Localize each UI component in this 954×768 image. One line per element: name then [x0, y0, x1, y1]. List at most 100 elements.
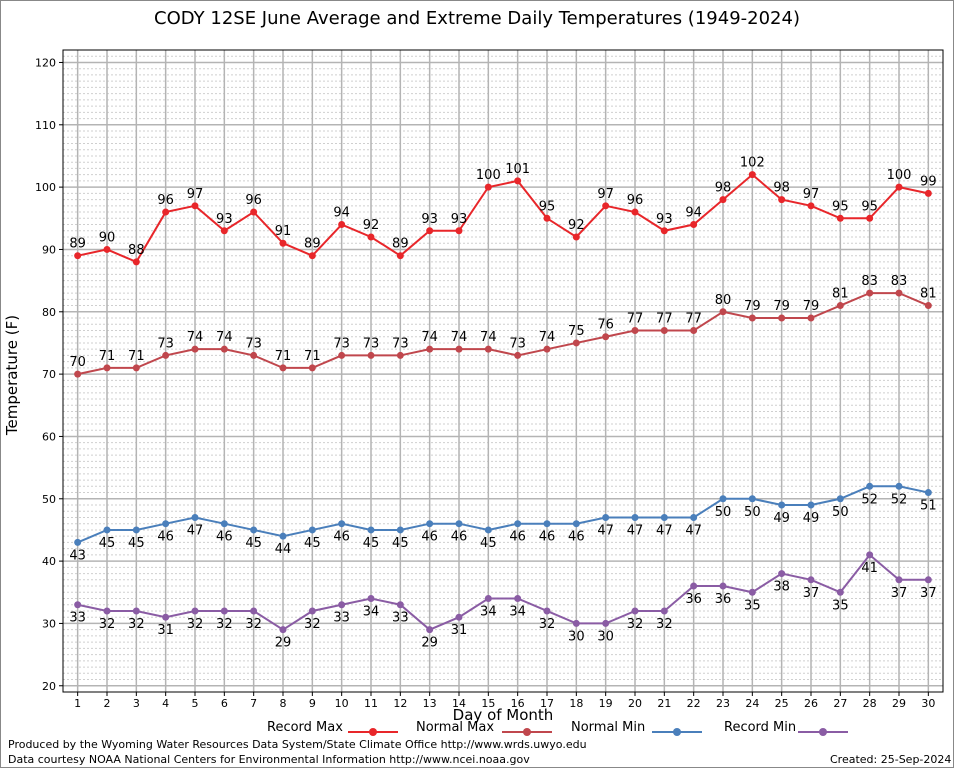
data-label: 32 — [245, 617, 262, 632]
data-point — [631, 326, 639, 334]
data-point — [396, 252, 404, 260]
data-point — [924, 489, 932, 497]
data-label: 49 — [803, 511, 820, 526]
data-point — [103, 245, 111, 253]
data-label: 99 — [920, 174, 937, 189]
data-point — [367, 595, 375, 603]
footer-created-date: Created: 25-Sep-2024 — [830, 753, 952, 766]
series-line — [77, 292, 929, 376]
data-point — [484, 183, 492, 191]
x-tick-label: 23 — [716, 697, 730, 710]
data-label: 92 — [363, 218, 380, 233]
data-label: 97 — [597, 187, 614, 202]
data-label: 91 — [275, 224, 292, 239]
data-point — [396, 601, 404, 609]
data-label: 74 — [451, 330, 468, 345]
data-label: 89 — [392, 237, 409, 252]
x-tick-label: 6 — [221, 697, 228, 710]
data-point — [338, 601, 346, 609]
data-point — [250, 607, 258, 615]
data-point — [396, 526, 404, 534]
x-tick-label: 7 — [250, 697, 257, 710]
x-tick-label: 16 — [511, 697, 525, 710]
data-point — [103, 607, 111, 615]
data-point — [690, 326, 698, 334]
data-label: 47 — [656, 523, 673, 538]
data-point — [191, 345, 199, 353]
data-label: 33 — [392, 611, 409, 626]
data-label: 29 — [421, 636, 438, 651]
legend-label-record-min: Record Min — [724, 720, 797, 735]
data-label: 98 — [715, 181, 732, 196]
data-point — [660, 326, 668, 334]
data-label: 73 — [392, 336, 409, 351]
data-point — [191, 513, 199, 521]
x-tick-label: 22 — [687, 697, 701, 710]
data-label: 37 — [803, 586, 820, 601]
data-label: 100 — [887, 168, 912, 183]
data-label: 45 — [363, 536, 380, 551]
x-tick-label: 26 — [804, 697, 818, 710]
data-point — [132, 607, 140, 615]
data-label: 74 — [187, 330, 204, 345]
data-point — [74, 538, 82, 546]
data-label: 32 — [656, 617, 673, 632]
data-label: 34 — [509, 605, 526, 620]
data-label: 79 — [803, 299, 820, 314]
data-point — [924, 302, 932, 310]
data-label: 71 — [128, 349, 145, 364]
data-label: 83 — [861, 274, 878, 289]
data-label: 74 — [421, 330, 438, 345]
data-label: 77 — [627, 311, 644, 326]
data-label: 34 — [363, 605, 380, 620]
data-point — [74, 370, 82, 378]
footer-produced-by: Produced by the Wyoming Water Resources … — [8, 738, 587, 751]
x-tick-label: 15 — [481, 697, 495, 710]
data-point — [220, 345, 228, 353]
data-label: 77 — [656, 311, 673, 326]
data-point — [748, 171, 756, 179]
data-label: 51 — [920, 499, 937, 514]
data-point — [162, 520, 170, 528]
data-label: 81 — [920, 287, 937, 302]
legend-label-record-max: Record Max — [267, 720, 343, 735]
x-tick-label: 24 — [745, 697, 759, 710]
legend-label-normal-min: Normal Min — [571, 720, 646, 735]
y-tick-label: 80 — [42, 306, 56, 319]
data-label: 35 — [832, 598, 849, 613]
legend-swatch-record-max — [348, 728, 398, 736]
x-tick-label: 10 — [335, 697, 349, 710]
data-point — [426, 520, 434, 528]
data-point — [484, 595, 492, 603]
legend-swatch-normal-max — [502, 728, 552, 736]
x-tick-label: 1 — [74, 697, 81, 710]
x-tick-label: 14 — [452, 697, 466, 710]
data-point — [660, 513, 668, 521]
x-tick-label: 8 — [280, 697, 287, 710]
data-point — [748, 588, 756, 596]
data-label: 47 — [187, 523, 204, 538]
data-point — [719, 196, 727, 204]
series-record-max: 89 90 88 96 97 93 96 91 89 94 92 89 93 93 100 101 95 92 97… — [69, 156, 937, 266]
data-label: 32 — [128, 617, 145, 632]
data-label: 30 — [568, 629, 585, 644]
y-tick-label: 90 — [42, 243, 56, 256]
data-point — [279, 532, 287, 540]
data-point — [279, 364, 287, 372]
data-point — [220, 520, 228, 528]
data-point — [778, 314, 786, 322]
data-label: 47 — [685, 523, 702, 538]
data-point — [778, 570, 786, 578]
data-point — [426, 345, 434, 353]
data-label: 76 — [597, 318, 614, 333]
y-tick-label: 20 — [42, 680, 56, 693]
data-point — [719, 308, 727, 316]
data-label: 75 — [568, 324, 585, 339]
data-label: 38 — [773, 580, 790, 595]
data-label: 73 — [333, 336, 350, 351]
data-point — [543, 520, 551, 528]
data-point — [602, 619, 610, 627]
data-point — [895, 183, 903, 191]
data-point — [455, 227, 463, 235]
